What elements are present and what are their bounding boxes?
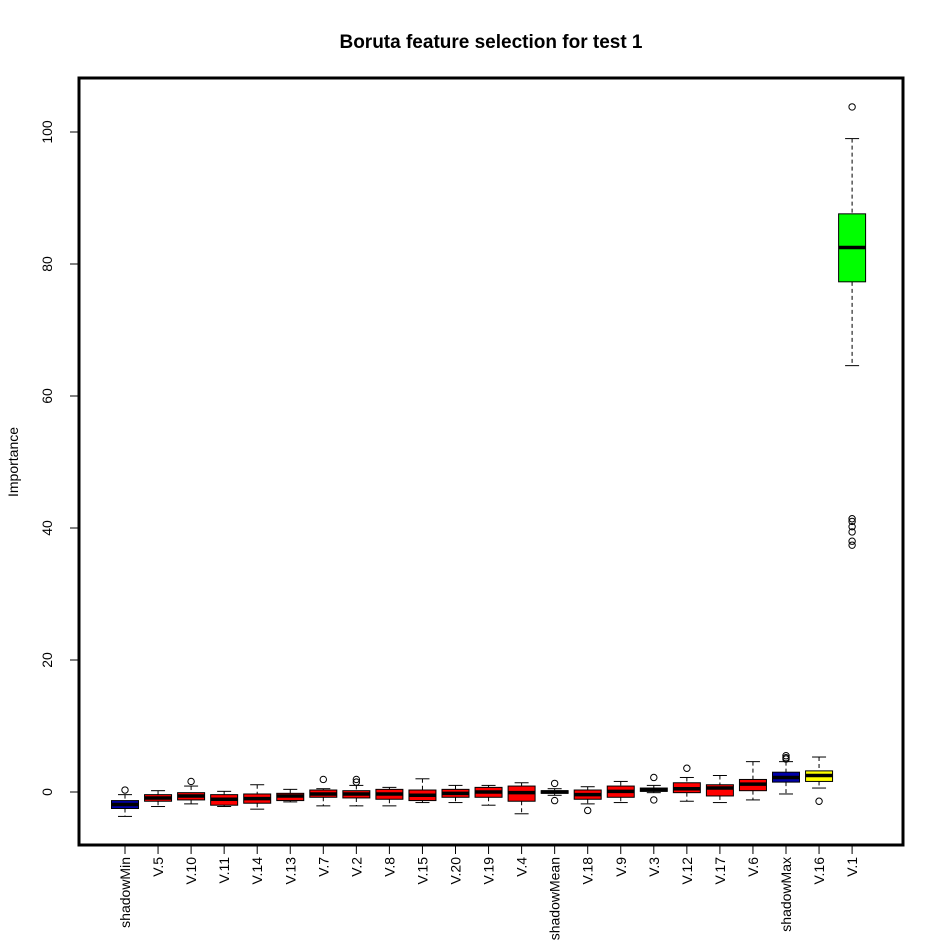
outlier-point [319,775,327,784]
outlier-point [848,517,856,526]
box-body [705,784,734,797]
x-tick-label: V.8 [381,857,397,877]
box-V.8 [375,786,404,807]
box-V.1 [838,103,867,549]
outlier-point [683,764,691,772]
x-tick-label: V.15 [414,857,430,885]
plot-frame [77,76,905,847]
x-tick-label: shadowMin [117,857,133,928]
outlier-point [187,777,195,786]
outlier-point [848,537,856,545]
x-tick-label: shadowMax [778,857,794,932]
x-tick-label: shadowMean [547,857,563,940]
outlier-point [584,806,592,815]
box-V.14 [243,784,272,810]
outlier-point [848,528,856,536]
box-series [111,103,867,817]
outlier-point [650,773,658,782]
x-axis: shadowMin V.5 V.10 V.11 V.14 V.13 V.7 V.2 V.8 V.1… [117,845,860,940]
box-V.13 [276,788,305,803]
x-tick-label: V.6 [745,857,761,877]
x-tick-label: V.16 [811,857,827,885]
x-tick-label: V.19 [481,857,497,885]
y-tick-label: 40 [39,520,55,536]
x-tick-label: V.7 [315,857,331,877]
box-shadowMax [772,752,800,795]
x-tick-label: V.11 [216,857,232,884]
x-tick-label: V.10 [183,857,199,885]
outlier-point [650,796,658,804]
x-tick-label: V.17 [712,857,728,885]
box-V.12 [672,764,701,802]
box-V.16 [805,756,834,805]
box-shadowMin [111,786,139,817]
outlier-point [352,775,361,784]
box-V.9 [606,780,635,804]
x-tick-label: V.9 [613,857,629,877]
outlier-point [352,778,361,786]
outlier-point [782,753,790,762]
y-axis-label: Importance [5,427,21,497]
box-V.10 [177,777,206,805]
box-V.19 [474,784,503,806]
box-V.7 [309,775,338,807]
box-shadowMean [540,779,569,805]
outlier-point [550,779,559,788]
box-V.20 [441,784,470,804]
box-V.11 [210,790,239,808]
outlier-point [815,797,823,805]
box-V.6 [738,761,767,801]
x-tick-label: V.13 [282,857,298,885]
box-V.17 [705,775,734,804]
outlier-point [121,786,129,794]
x-tick-label: V.1 [844,857,860,877]
outlier-point [848,522,856,531]
x-tick-label: V.18 [580,857,596,885]
x-tick-label: V.20 [448,857,464,885]
y-tick-label: 0 [39,788,55,796]
x-tick-label: V.5 [150,857,166,877]
x-tick-label: V.2 [348,857,364,877]
box-V.5 [144,790,173,808]
box-V.2 [342,775,371,807]
x-tick-label: V.4 [514,857,530,877]
outlier-point [848,515,856,523]
box-V.15 [408,778,437,804]
y-tick-label: 20 [39,652,55,668]
box-V.18 [573,786,602,815]
outlier-point [848,541,856,549]
y-tick-label: 80 [39,256,55,272]
box-V.4 [507,782,536,815]
x-tick-label: V.14 [249,857,265,885]
outlier-point [782,752,790,760]
x-tick-label: V.3 [646,857,662,877]
y-tick-label: 100 [39,120,55,144]
outlier-point [550,796,559,805]
x-tick-label: V.12 [679,857,695,885]
y-axis: 0 20 40 60 80 100 [39,120,79,796]
y-tick-label: 60 [39,388,55,404]
outlier-point [848,103,856,111]
box-V.3 [639,773,668,804]
chart-title: Boruta feature selection for test 1 [339,32,642,53]
